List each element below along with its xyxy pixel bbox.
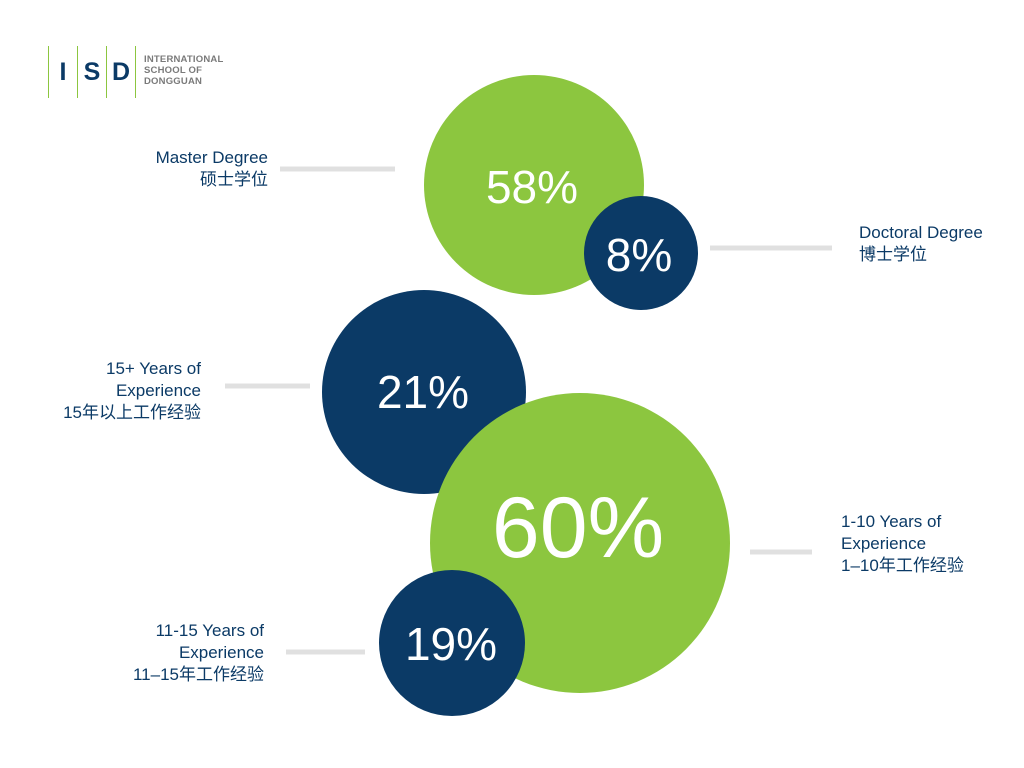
- bubble-15plus-value: 21%: [377, 366, 469, 418]
- label-15plus-zh: 15年以上工作经验: [63, 403, 201, 422]
- logo-letter-s: S: [77, 46, 106, 98]
- label-15plus-en-2: Experience: [115, 381, 201, 400]
- label-1-10-years: 1-10 Years of Experience 1–10年工作经验: [841, 511, 1011, 577]
- label-11-15-zh: 11–15年工作经验: [132, 665, 264, 684]
- label-11-15-en-1: 11-15 Years of: [155, 621, 264, 640]
- label-1-10-en-1: 1-10 Years of: [841, 512, 942, 531]
- logo-line-2: SCHOOL OF: [144, 65, 203, 76]
- bubble-master-value: 58%: [486, 161, 578, 213]
- label-master-degree: Master Degree 硕士学位: [100, 147, 268, 191]
- logo-letters: I S D: [48, 46, 136, 98]
- logo-letter-d: D: [106, 46, 136, 98]
- bubble-doctoral: [584, 196, 698, 310]
- logo-letter-i: I: [48, 46, 77, 98]
- label-11-15-years: 11-15 Years of Experience 11–15年工作经验: [90, 620, 264, 686]
- bubble-doctoral-value: 8%: [606, 229, 672, 281]
- bubble-11-15-value: 19%: [405, 618, 497, 670]
- label-doctoral-zh: 博士学位: [859, 245, 927, 264]
- label-master-zh: 硕士学位: [200, 170, 268, 189]
- label-11-15-en-2: Experience: [178, 643, 264, 662]
- label-doctoral-en: Doctoral Degree: [859, 223, 983, 242]
- label-doctoral-degree: Doctoral Degree 博士学位: [859, 222, 1019, 266]
- label-15plus-en-1: 15+ Years of: [105, 359, 201, 378]
- bubble-11-15: [379, 570, 525, 716]
- label-1-10-zh: 1–10年工作经验: [841, 556, 964, 575]
- label-15plus-years: 15+ Years of Experience 15年以上工作经验: [20, 358, 201, 424]
- logo-school-name: INTERNATIONAL SCHOOL OF DONGGUAN: [144, 54, 254, 87]
- logo-line-1: INTERNATIONAL: [144, 54, 224, 65]
- label-1-10-en-2: Experience: [841, 534, 927, 553]
- bubble-1-10-value: 60%: [492, 480, 664, 576]
- label-master-en: Master Degree: [155, 148, 268, 167]
- logo-line-3: DONGGUAN: [144, 76, 203, 87]
